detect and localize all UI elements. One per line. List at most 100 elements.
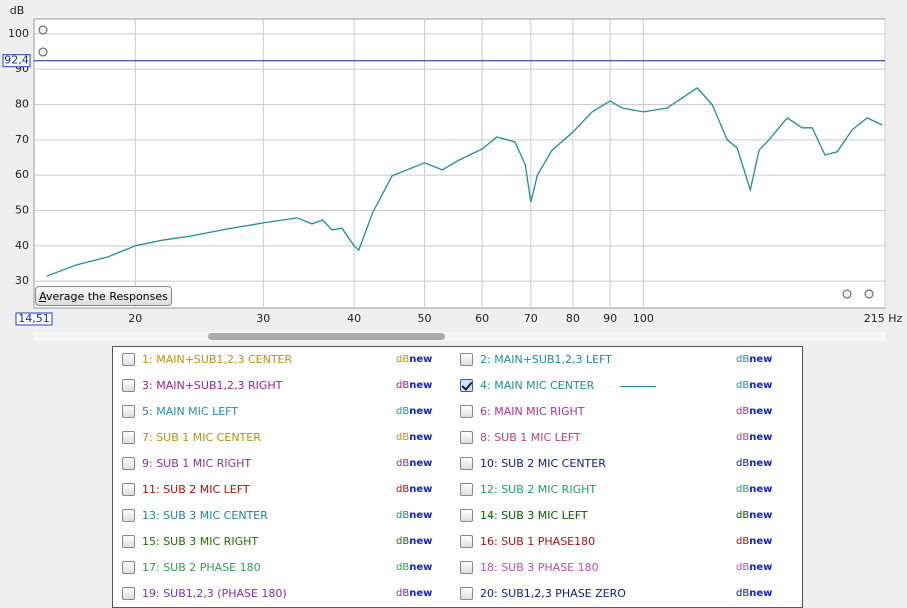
- entry-name: 4: MAIN MIC CENTER: [480, 379, 595, 392]
- badge-db: dB: [736, 588, 750, 599]
- entry-name: 12: SUB 2 MIC RIGHT: [480, 483, 597, 496]
- x-tick-label: 100: [633, 312, 654, 325]
- plot-area: [33, 18, 886, 309]
- badge-new: new: [409, 458, 433, 469]
- entry-name: 17: SUB 2 PHASE 180: [142, 561, 261, 574]
- checkbox[interactable]: [460, 509, 473, 522]
- entry-name: 14: SUB 3 MIC LEFT: [480, 509, 588, 522]
- badge-db: dB: [396, 380, 410, 391]
- x-tick-label: 90: [603, 312, 617, 325]
- db-new-badge: dBnew: [736, 378, 772, 394]
- db-new-badge: dBnew: [396, 404, 432, 420]
- checkbox[interactable]: [460, 379, 473, 392]
- checkbox[interactable]: [122, 483, 135, 496]
- db-new-badge: dBnew: [736, 456, 772, 472]
- scrollbar[interactable]: [33, 332, 885, 341]
- checkbox[interactable]: [460, 561, 473, 574]
- badge-new: new: [749, 562, 773, 573]
- db-new-badge: dBnew: [736, 430, 772, 446]
- db-new-badge: dBnew: [736, 586, 772, 602]
- badge-db: dB: [396, 432, 410, 443]
- checkbox[interactable]: [460, 457, 473, 470]
- response-entry: 9: SUB 1 MIC RIGHT dBnew: [122, 456, 452, 472]
- checkbox[interactable]: [122, 509, 135, 522]
- badge-new: new: [409, 588, 433, 599]
- response-entry: 19: SUB1,2,3 (PHASE 180) dBnew: [122, 586, 452, 602]
- db-new-badge: dBnew: [396, 378, 432, 394]
- scrollbar-thumb[interactable]: [208, 333, 445, 340]
- checkbox[interactable]: [460, 587, 473, 600]
- entry-name: 18: SUB 3 PHASE 180: [480, 561, 599, 574]
- response-entry: 10: SUB 2 MIC CENTER dBnew: [460, 456, 790, 472]
- badge-new: new: [409, 562, 433, 573]
- response-entry: 17: SUB 2 PHASE 180 dBnew: [122, 560, 452, 576]
- checkbox[interactable]: [122, 431, 135, 444]
- entry-name: 20: SUB1,2,3 PHASE ZERO: [480, 587, 626, 600]
- y-tick-label: 70: [15, 133, 29, 146]
- response-entry: 6: MAIN MIC RIGHT dBnew: [460, 404, 790, 420]
- badge-db: dB: [396, 484, 410, 495]
- badge-db: dB: [396, 562, 410, 573]
- badge-new: new: [749, 380, 773, 391]
- badge-db: dB: [736, 458, 750, 469]
- entry-name: 5: MAIN MIC LEFT: [142, 405, 239, 418]
- badge-db: dB: [396, 510, 410, 521]
- entry-name: 16: SUB 1 PHASE180: [480, 535, 596, 548]
- entry-name: 7: SUB 1 MIC CENTER: [142, 431, 261, 444]
- checkbox[interactable]: [122, 405, 135, 418]
- checkbox[interactable]: [122, 379, 135, 392]
- response-entry: 8: SUB 1 MIC LEFT dBnew: [460, 430, 790, 446]
- entry-name: 8: SUB 1 MIC LEFT: [480, 431, 581, 444]
- y-axis-label: dB: [10, 4, 25, 17]
- response-entry: 1: MAIN+SUB1,2,3 CENTER dBnew: [122, 352, 452, 368]
- entry-name: 9: SUB 1 MIC RIGHT: [142, 457, 252, 470]
- badge-db: dB: [396, 406, 410, 417]
- average-button[interactable]: Average the Responses: [35, 286, 172, 306]
- line-sample: [620, 386, 656, 387]
- db-new-badge: dBnew: [396, 456, 432, 472]
- entry-name: 6: MAIN MIC RIGHT: [480, 405, 585, 418]
- badge-db: dB: [396, 536, 410, 547]
- checkbox[interactable]: [122, 561, 135, 574]
- badge-new: new: [409, 484, 433, 495]
- x-tick-label: 80: [566, 312, 580, 325]
- entry-name: 13: SUB 3 MIC CENTER: [142, 509, 268, 522]
- x-tick-label: 40: [347, 312, 361, 325]
- badge-new: new: [409, 536, 433, 547]
- db-new-badge: dBnew: [736, 508, 772, 524]
- checkbox[interactable]: [122, 587, 135, 600]
- badge-new: new: [749, 588, 773, 599]
- entry-name: 2: MAIN+SUB1,2,3 LEFT: [480, 353, 612, 366]
- checkbox[interactable]: [460, 483, 473, 496]
- badge-new: new: [749, 354, 773, 365]
- badge-new: new: [749, 432, 773, 443]
- entry-name: 11: SUB 2 MIC LEFT: [142, 483, 250, 496]
- checkbox[interactable]: [460, 353, 473, 366]
- response-entry: 7: SUB 1 MIC CENTER dBnew: [122, 430, 452, 446]
- badge-new: new: [749, 484, 773, 495]
- y-tick-label: 60: [15, 168, 29, 181]
- badge-new: new: [409, 380, 433, 391]
- badge-db: dB: [736, 432, 750, 443]
- y-tick-label: 100: [8, 27, 29, 40]
- badge-new: new: [409, 406, 433, 417]
- db-new-badge: dBnew: [396, 586, 432, 602]
- checkbox[interactable]: [460, 431, 473, 444]
- db-new-badge: dBnew: [736, 534, 772, 550]
- x-tick-label: 215 Hz: [864, 312, 903, 325]
- checkbox[interactable]: [122, 353, 135, 366]
- db-new-badge: dBnew: [396, 352, 432, 368]
- checkbox[interactable]: [460, 405, 473, 418]
- response-entry: 12: SUB 2 MIC RIGHT dBnew: [460, 482, 790, 498]
- checkbox[interactable]: [460, 535, 473, 548]
- badge-db: dB: [736, 562, 750, 573]
- y-tick-label: 50: [15, 203, 29, 216]
- checkbox[interactable]: [122, 457, 135, 470]
- badge-db: dB: [736, 484, 750, 495]
- checkbox[interactable]: [122, 535, 135, 548]
- db-new-badge: dBnew: [396, 560, 432, 576]
- zoom-icons[interactable]: [38, 25, 874, 299]
- badge-db: dB: [396, 588, 410, 599]
